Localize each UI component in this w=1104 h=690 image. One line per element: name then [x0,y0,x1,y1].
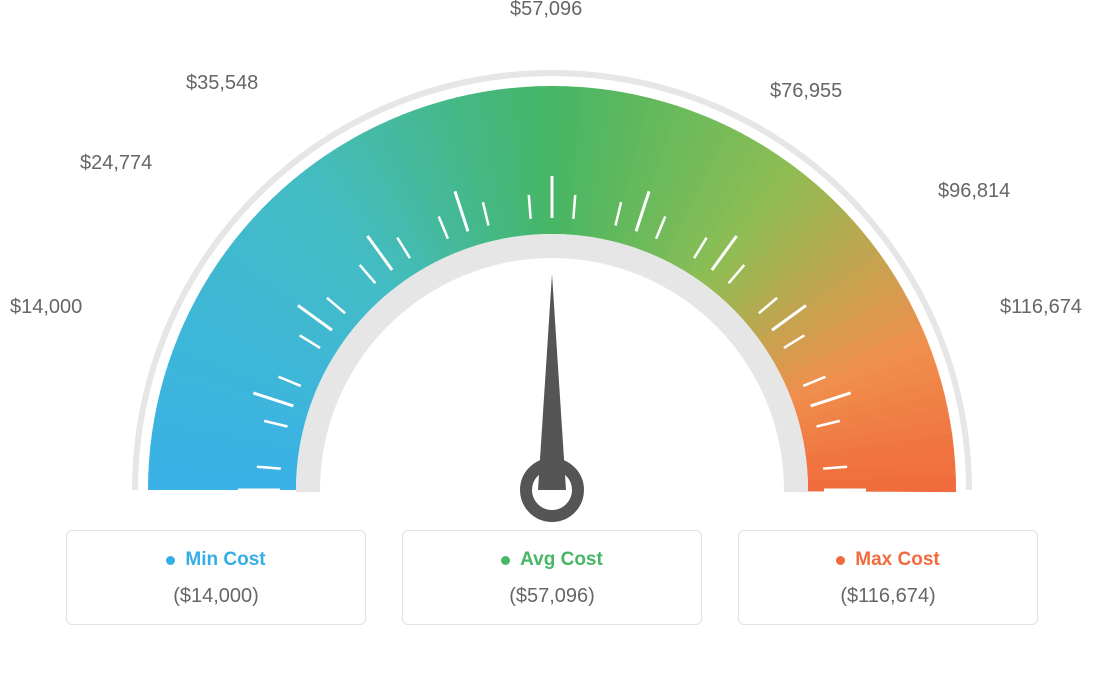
legend-card-avg: Avg Cost ($57,096) [402,530,702,625]
dot-icon [836,556,845,565]
scale-label: $35,548 [186,72,258,95]
dot-icon [166,556,175,565]
scale-label: $24,774 [80,152,152,175]
scale-label: $76,955 [770,80,842,103]
cost-gauge-widget: $14,000 $24,774 $35,548 $57,096 $76,955 $96,8… [0,0,1104,690]
legend-row: Min Cost ($14,000) Avg Cost ($57,096) Ma… [0,530,1104,625]
legend-value-max: ($116,674) [749,585,1027,608]
scale-label: $116,674 [1000,296,1082,319]
dot-icon [501,556,510,565]
legend-label: Max Cost [855,549,939,571]
legend-card-max: Max Cost ($116,674) [738,530,1038,625]
legend-value-avg: ($57,096) [413,585,691,608]
legend-title-avg: Avg Cost [501,549,603,571]
legend-card-min: Min Cost ($14,000) [66,530,366,625]
gauge-svg [0,0,1104,530]
gauge-area: $14,000 $24,774 $35,548 $57,096 $76,955 $96,8… [0,0,1104,530]
scale-label: $96,814 [938,180,1010,203]
legend-label: Min Cost [185,549,265,571]
legend-value-min: ($14,000) [77,585,355,608]
legend-label: Avg Cost [520,549,603,571]
legend-title-min: Min Cost [166,549,265,571]
scale-label: $14,000 [10,296,82,319]
legend-title-max: Max Cost [836,549,939,571]
scale-label: $57,096 [510,0,582,21]
